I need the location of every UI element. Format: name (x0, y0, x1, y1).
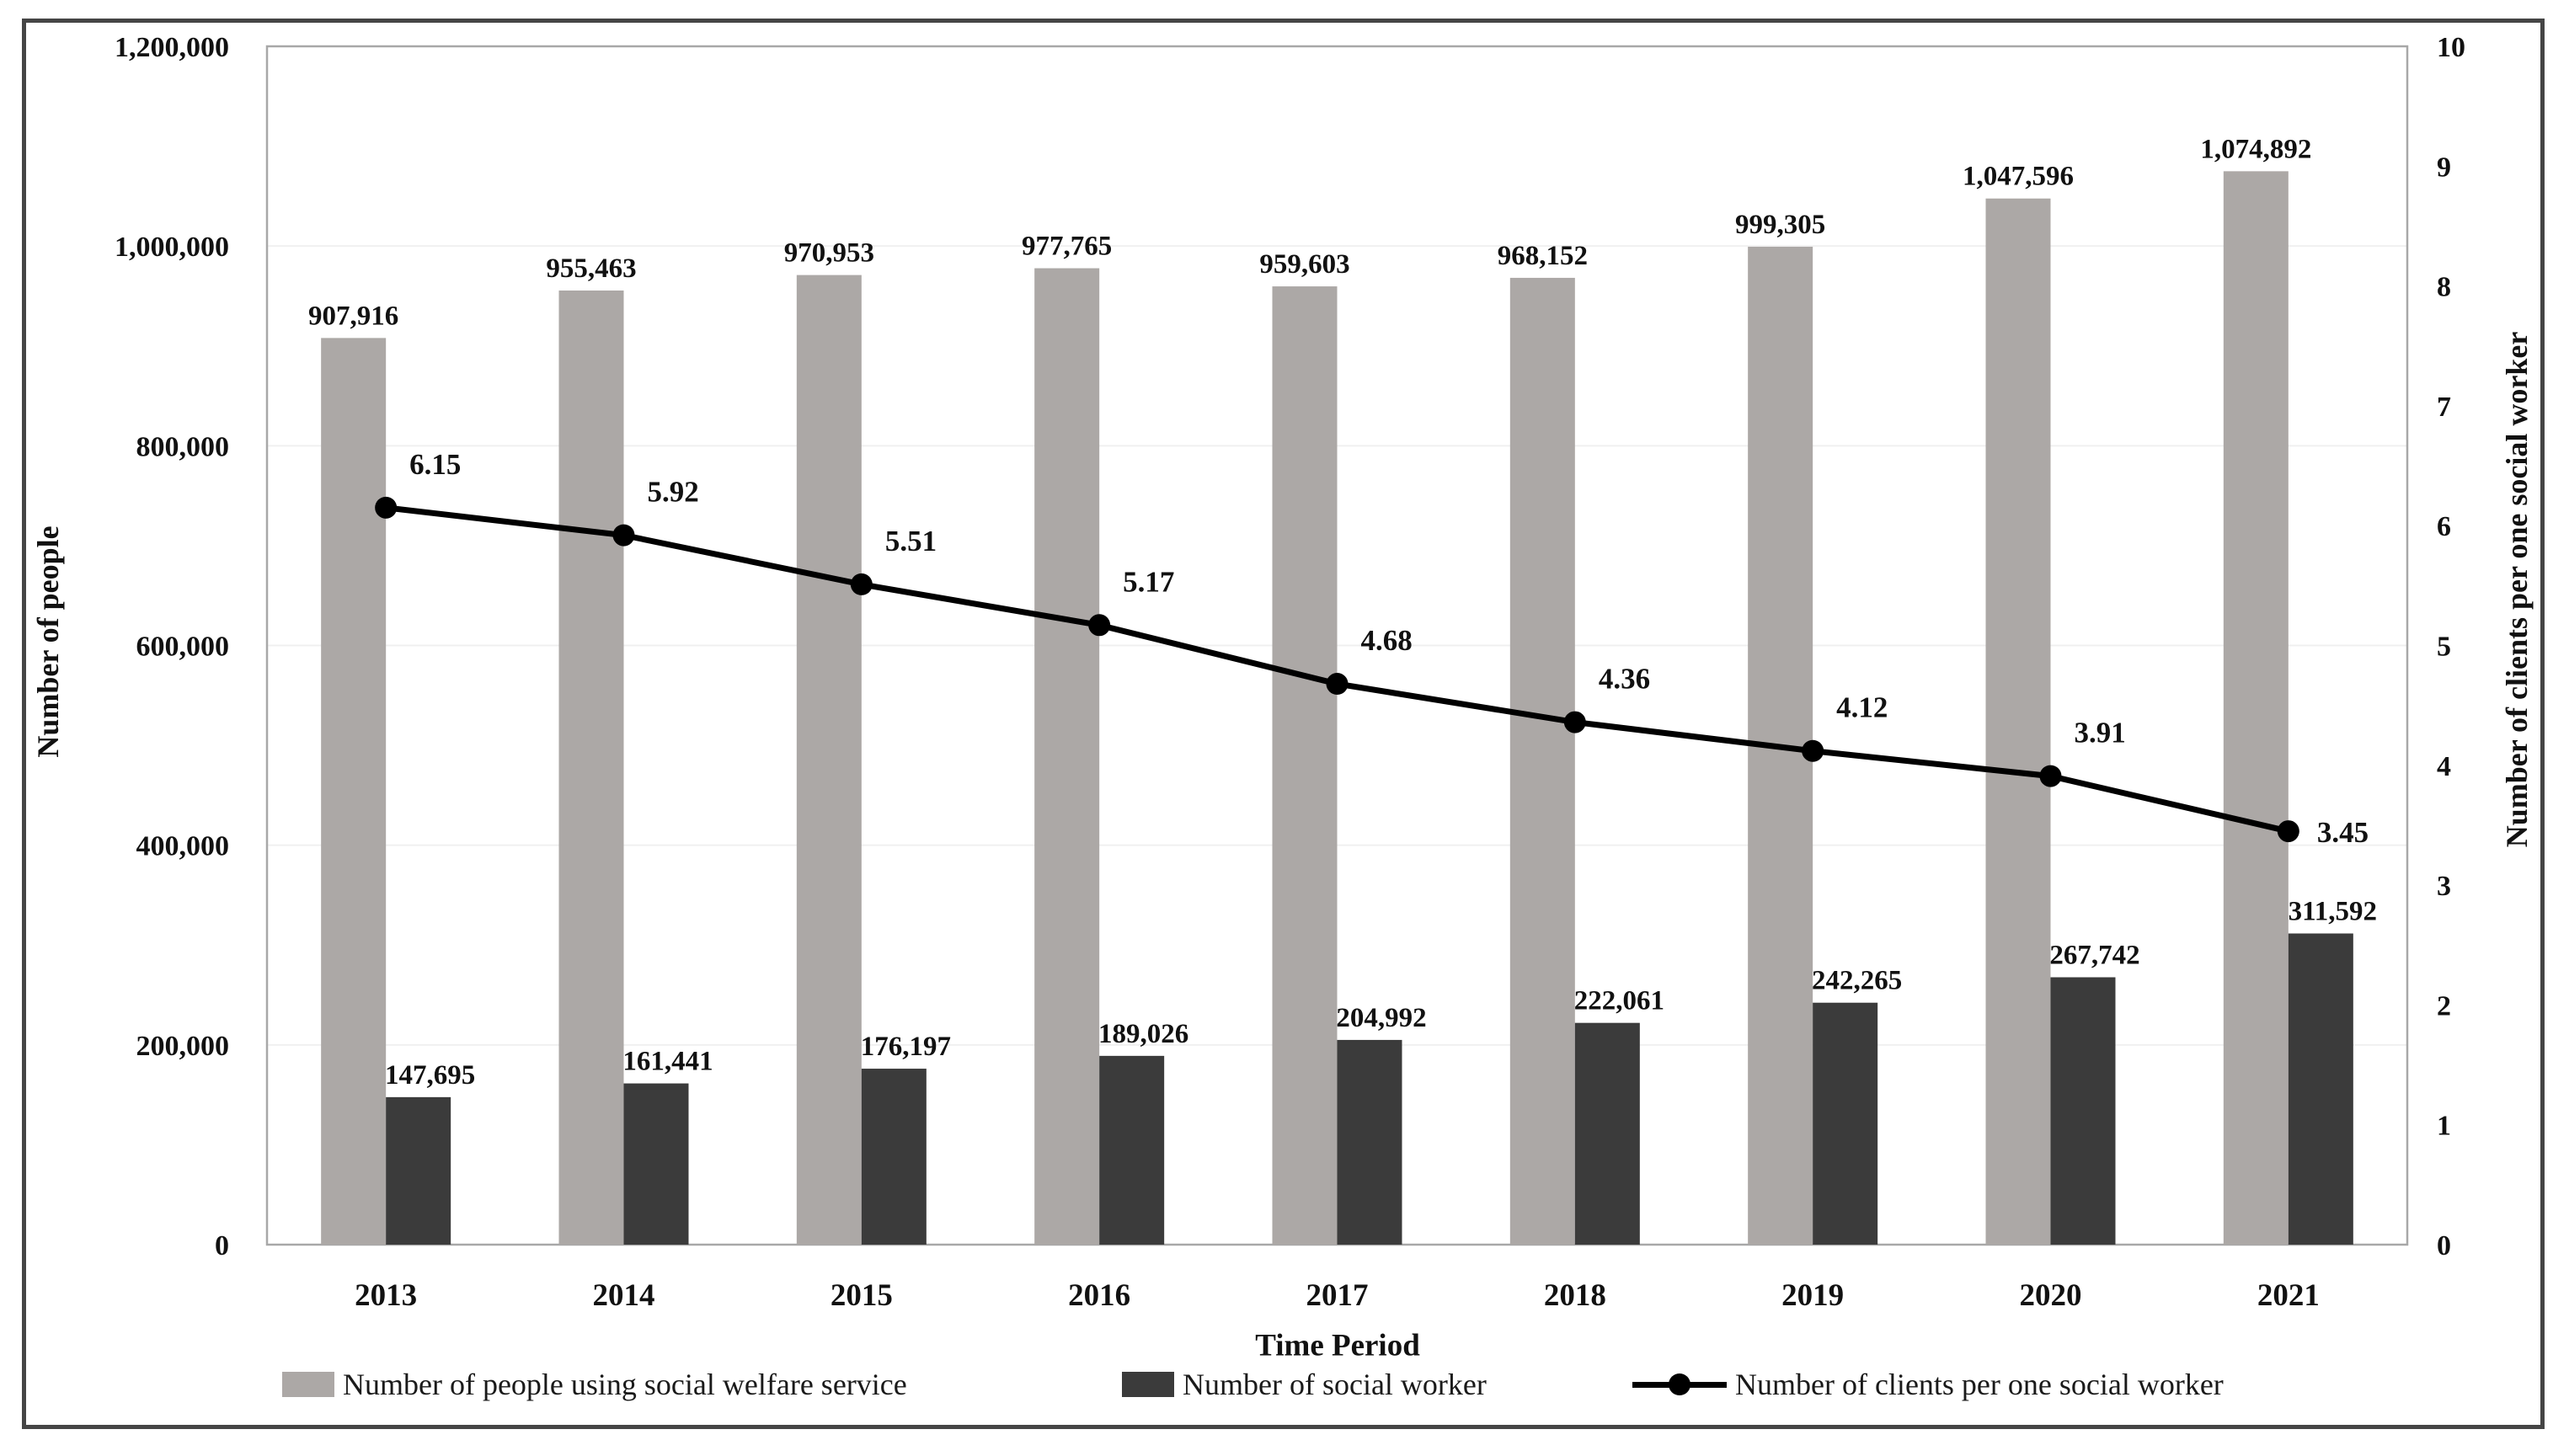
left-axis-title-text: Number of people (31, 525, 65, 758)
y-tick-right: 5 (2437, 632, 2451, 663)
bar-label-welfare-service: 1,074,892 (2200, 134, 2311, 164)
bar-welfare-service (1272, 286, 1338, 1245)
line-label: 5.92 (648, 476, 699, 509)
bar-welfare-service (321, 338, 387, 1245)
y-tick-left: 0 (215, 1230, 229, 1261)
legend-label-welfare-service: Number of people using social welfare se… (343, 1368, 907, 1401)
bar-label-social-worker: 161,441 (622, 1047, 713, 1077)
bar-label-social-worker: 311,592 (2289, 897, 2377, 927)
legend-entry-clients-per-worker: Number of clients per one social worker (1632, 1368, 2224, 1401)
line-label: 4.12 (1836, 691, 1888, 724)
light-bar-swatch (282, 1372, 334, 1397)
y-tick-left: 1,200,000 (115, 32, 229, 63)
bar-label-welfare-service: 907,916 (308, 301, 398, 331)
bar-social-worker (1337, 1039, 1402, 1245)
y-tick-left: 200,000 (136, 1031, 230, 1062)
line-point (2277, 820, 2299, 843)
y-tick-left: 600,000 (136, 632, 230, 663)
legend-entry-social-worker: Number of social worker (1122, 1368, 1487, 1401)
y-tick-left: 400,000 (136, 831, 230, 862)
bar-social-worker (623, 1083, 689, 1245)
line-label: 4.36 (1599, 663, 1650, 696)
y-tick-right: 8 (2437, 272, 2451, 303)
bar-label-welfare-service: 968,152 (1498, 241, 1588, 271)
y-tick-right: 9 (2437, 152, 2451, 183)
bar-social-worker (1574, 1022, 1640, 1245)
x-axis-title: Time Period (1255, 1328, 1420, 1363)
line-point (1326, 673, 1349, 696)
line-label: 6.15 (409, 448, 461, 481)
x-tick-year: 2019 (1781, 1278, 1844, 1313)
line-point (2039, 765, 2062, 787)
legend-label-social-worker: Number of social worker (1183, 1368, 1487, 1401)
x-tick-year: 2021 (2257, 1278, 2320, 1313)
y-tick-right: 7 (2437, 392, 2451, 423)
legend-label-clients-per-worker: Number of clients per one social worker (1735, 1368, 2224, 1401)
dark-bar-swatch (1122, 1372, 1174, 1397)
line-point (375, 496, 398, 519)
bar-social-worker (386, 1096, 451, 1245)
line-marker-swatch (1632, 1372, 1727, 1397)
line-point (1088, 614, 1111, 637)
bar-label-social-worker: 242,265 (1812, 966, 1902, 996)
y-tick-right: 4 (2437, 751, 2451, 782)
y-tick-right: 10 (2437, 32, 2465, 63)
bar-welfare-service (2223, 171, 2289, 1245)
bar-welfare-service (1985, 198, 2051, 1245)
figure-frame (22, 19, 2545, 1429)
x-tick-year: 2016 (1068, 1278, 1130, 1313)
bar-welfare-service (796, 275, 862, 1245)
y-tick-left: 1,000,000 (115, 232, 229, 263)
bar-label-welfare-service: 1,047,596 (1963, 162, 2074, 192)
line-point (1802, 739, 1824, 762)
line-label: 5.51 (885, 525, 937, 557)
bar-label-social-worker: 267,742 (2049, 941, 2139, 971)
line-swatch-dot (1669, 1373, 1690, 1395)
bar-label-social-worker: 189,026 (1098, 1019, 1188, 1049)
bar-label-welfare-service: 955,463 (546, 253, 636, 284)
bar-welfare-service (1509, 277, 1575, 1245)
bar-social-worker (1813, 1002, 1878, 1245)
y-tick-right: 3 (2437, 871, 2451, 902)
bar-label-welfare-service: 977,765 (1022, 232, 1112, 262)
y-tick-right: 0 (2437, 1230, 2451, 1261)
bar-label-welfare-service: 959,603 (1259, 249, 1349, 280)
bar-social-worker (2288, 933, 2353, 1245)
bar-label-welfare-service: 999,305 (1735, 210, 1825, 240)
x-tick-year: 2018 (1544, 1278, 1606, 1313)
line-label: 3.91 (2075, 717, 2126, 749)
bar-label-social-worker: 147,695 (385, 1060, 475, 1091)
line-label: 4.68 (1361, 624, 1413, 657)
bar-welfare-service (558, 290, 624, 1245)
bar-label-welfare-service: 970,953 (784, 238, 874, 269)
bar-social-worker (2050, 977, 2116, 1245)
x-tick-year: 2013 (355, 1278, 417, 1313)
bar-social-worker (1099, 1055, 1165, 1245)
bar-social-worker (861, 1069, 927, 1245)
y-tick-right: 1 (2437, 1111, 2451, 1142)
x-tick-year: 2020 (2020, 1278, 2082, 1313)
bar-label-social-worker: 222,061 (1574, 986, 1664, 1016)
bar-label-social-worker: 176,197 (861, 1032, 951, 1062)
line-point (1563, 711, 1586, 733)
x-tick-year: 2017 (1306, 1278, 1369, 1313)
line-label: 5.17 (1123, 565, 1174, 598)
line-point (850, 573, 873, 595)
bar-welfare-service (1034, 268, 1100, 1245)
x-tick-year: 2014 (593, 1278, 655, 1313)
right-axis-title-text: Number of clients per one social worker (2500, 331, 2534, 848)
line-point (612, 524, 635, 547)
line-label: 3.45 (2317, 816, 2369, 849)
bar-label-social-worker: 204,992 (1336, 1003, 1426, 1033)
y-tick-left: 800,000 (136, 431, 230, 462)
x-tick-year: 2015 (831, 1278, 893, 1313)
y-tick-right: 6 (2437, 511, 2451, 542)
legend-entry-welfare-service: Number of people using social welfare se… (282, 1368, 907, 1401)
y-tick-right: 2 (2437, 990, 2451, 1021)
